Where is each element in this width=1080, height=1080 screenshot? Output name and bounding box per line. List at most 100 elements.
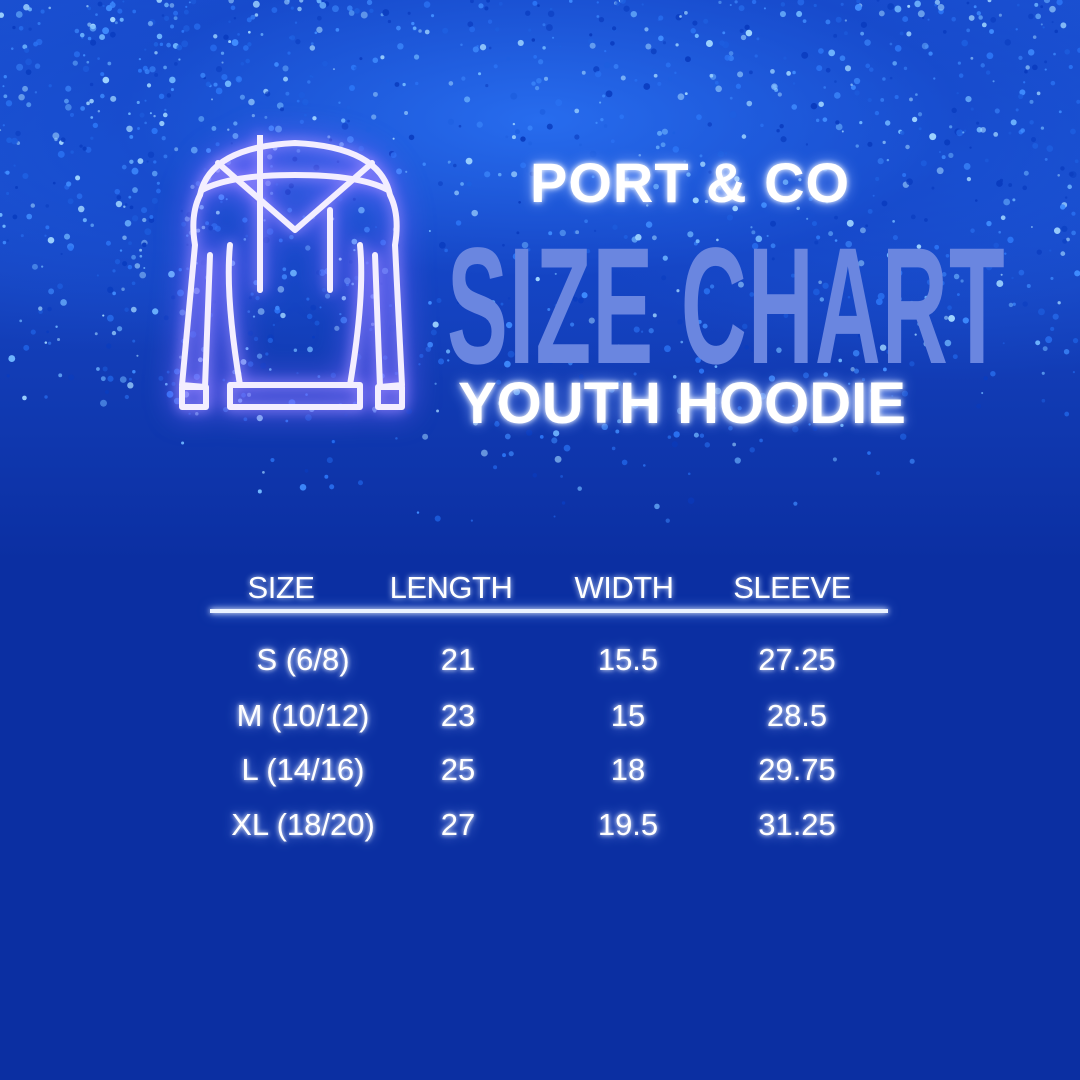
glitter-dot — [631, 401, 639, 409]
glitter-dot — [998, 230, 1001, 234]
glitter-dot — [539, 109, 546, 115]
glitter-dot — [526, 429, 533, 436]
glitter-dot — [990, 255, 995, 259]
glitter-dot — [714, 387, 722, 395]
glitter-dot — [776, 129, 780, 133]
glitter-dot — [963, 163, 971, 170]
glitter-dot — [183, 25, 190, 32]
glitter-dot — [903, 66, 908, 71]
glitter-dot — [227, 128, 230, 131]
glitter-dot — [159, 120, 165, 127]
glitter-dot — [186, 267, 190, 271]
glitter-dot — [1002, 342, 1005, 345]
glitter-dot — [208, 225, 214, 231]
glitter-dot — [980, 63, 985, 68]
glitter-dot — [173, 397, 181, 405]
glitter-dot — [166, 42, 171, 48]
glitter-dot — [715, 85, 722, 93]
glitter-dot — [796, 10, 803, 17]
glitter-dot — [289, 35, 296, 41]
glitter-dot — [892, 61, 897, 66]
glitter-dot — [365, 261, 369, 265]
glitter-dot — [986, 264, 993, 271]
glitter-dot — [460, 43, 463, 47]
glitter-dot — [387, 19, 392, 24]
glitter-dot — [100, 376, 106, 382]
glitter-dot — [215, 210, 220, 215]
glitter-dot — [989, 29, 994, 34]
glitter-dot — [66, 181, 72, 187]
glitter-dot — [873, 418, 876, 422]
glitter-dot — [316, 270, 321, 276]
glitter-dot — [260, 362, 267, 369]
glitter-dot — [1044, 157, 1048, 161]
glitter-dot — [290, 6, 294, 10]
glitter-dot — [703, 18, 709, 24]
glitter-dot — [909, 300, 914, 306]
glitter-dot — [97, 110, 101, 113]
glitter-dot — [382, 355, 388, 360]
glitter-dot — [64, 98, 69, 104]
glitter-dot — [923, 340, 930, 347]
glitter-dot — [324, 474, 329, 479]
glitter-dot — [124, 220, 132, 227]
glitter-dot — [87, 22, 92, 27]
glitter-dot — [833, 33, 838, 38]
glitter-dot — [305, 414, 312, 421]
glitter-dot — [313, 164, 320, 171]
glitter-dot — [768, 375, 776, 382]
glitter-dot — [164, 15, 170, 21]
glitter-dot — [728, 51, 734, 56]
glitter-dot — [320, 0, 325, 3]
glitter-dot — [132, 370, 136, 374]
glitter-dot — [250, 14, 256, 20]
glitter-dot — [825, 67, 831, 73]
glitter-dot — [396, 168, 402, 175]
glitter-dot — [801, 51, 809, 59]
glitter-dot — [331, 440, 335, 444]
glitter-dot — [74, 28, 80, 34]
glitter-dot — [358, 206, 365, 214]
glitter-dot — [100, 399, 107, 407]
glitter-dot — [85, 146, 92, 153]
glitter-dot — [1000, 215, 1006, 221]
glitter-dot — [106, 314, 114, 322]
glitter-dot — [638, 184, 642, 188]
glitter-dot — [253, 336, 259, 342]
glitter-dot — [951, 16, 956, 22]
glitter-dot — [543, 76, 549, 81]
glitter-dot — [1074, 159, 1079, 164]
glitter-dot — [341, 296, 347, 301]
glitter-dot — [102, 27, 110, 35]
glitter-dot — [563, 444, 571, 452]
glitter-dot — [470, 0, 474, 4]
cell-width: 18 — [610, 752, 646, 787]
glitter-dot — [668, 76, 673, 81]
glitter-dot — [10, 47, 14, 50]
glitter-dot — [574, 108, 580, 114]
glitter-dot — [780, 2, 786, 7]
glitter-dot — [335, 28, 340, 32]
glitter-dot — [389, 304, 393, 308]
glitter-dot — [973, 5, 977, 9]
glitter-dot — [110, 16, 116, 23]
glitter-dot — [82, 146, 87, 151]
glitter-dot — [948, 152, 954, 158]
glitter-dot — [395, 437, 398, 440]
glitter-dot — [589, 42, 596, 49]
glitter-dot — [95, 13, 98, 16]
glitter-dot — [581, 292, 588, 299]
glitter-dot — [1054, 29, 1058, 34]
glitter-dot — [863, 329, 871, 336]
glitter-dot — [245, 58, 251, 64]
glitter-dot — [993, 242, 999, 249]
glitter-dot — [490, 300, 496, 305]
glitter-dot — [1071, 211, 1076, 216]
glitter-dot — [90, 223, 94, 227]
glitter-dot — [919, 308, 926, 315]
glitter-dot — [942, 30, 947, 34]
glitter-dot — [498, 1, 503, 6]
glitter-dot — [532, 472, 538, 478]
glitter-dot — [860, 31, 865, 36]
glitter-dot — [305, 393, 308, 396]
